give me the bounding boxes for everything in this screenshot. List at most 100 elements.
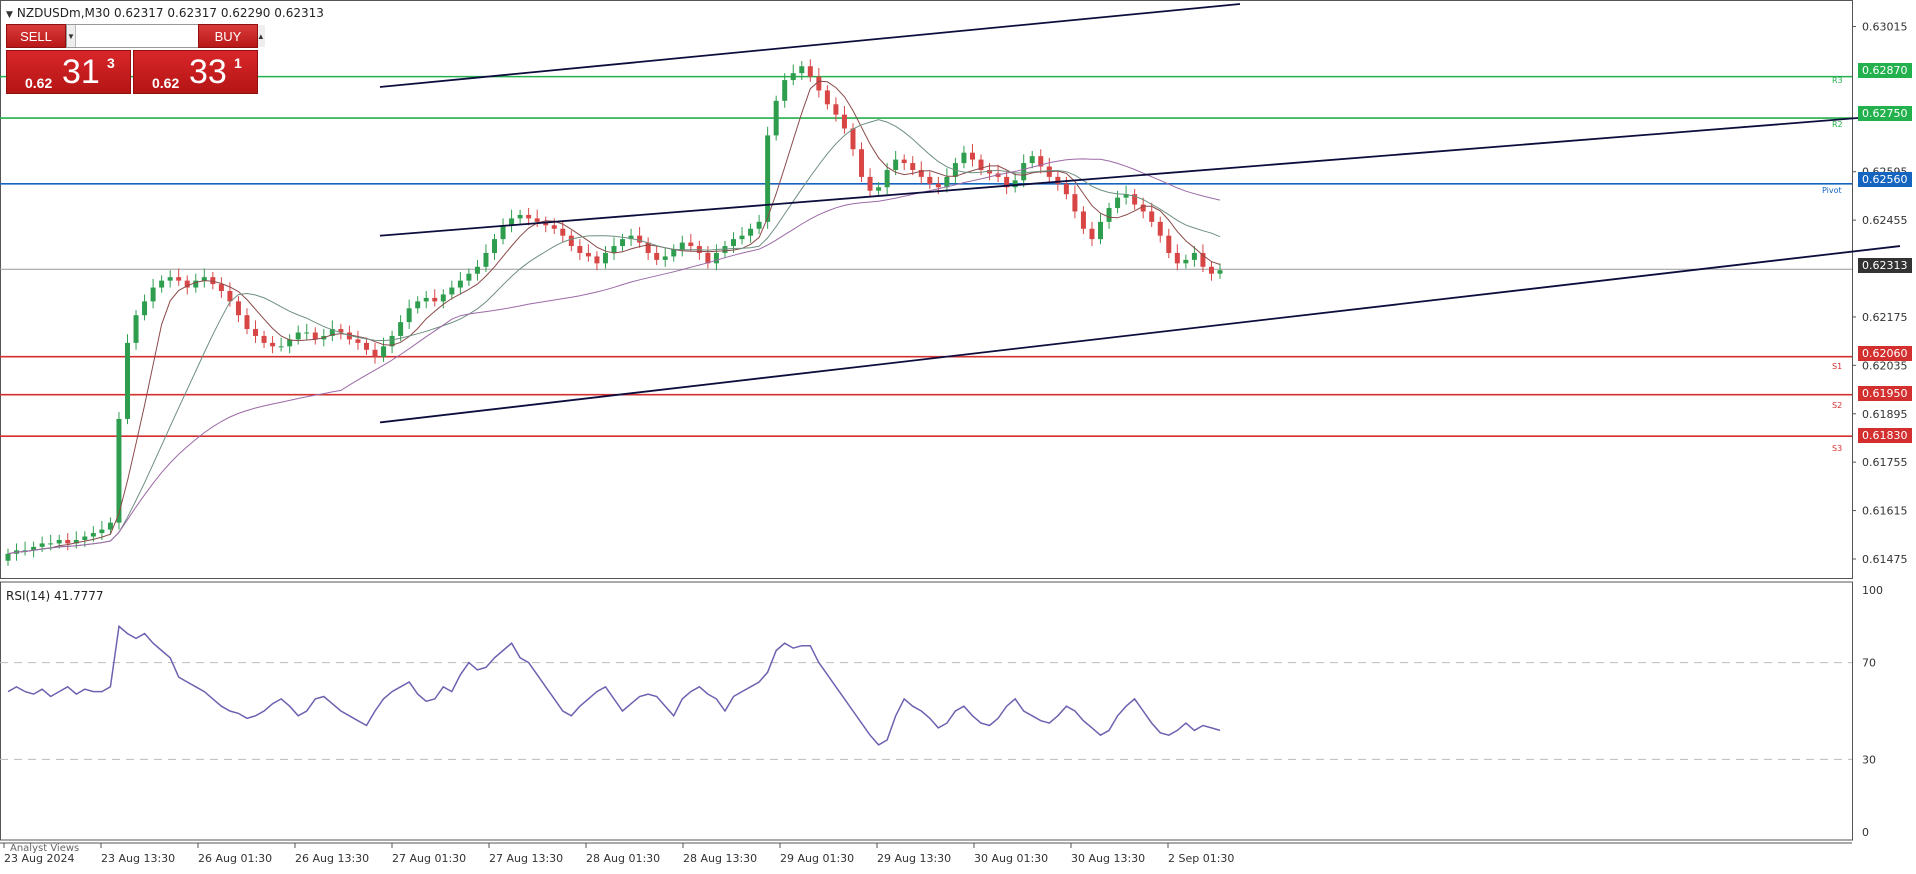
candle-body (739, 235, 745, 240)
candle-body (790, 73, 796, 81)
candle-body (602, 252, 608, 264)
time-tick-label: 29 Aug 13:30 (877, 852, 951, 865)
candle-body (150, 287, 156, 302)
candle-body (628, 235, 634, 240)
candle-body (893, 159, 899, 170)
candle-body (381, 346, 387, 357)
candle-body (756, 221, 762, 229)
candle-body (816, 76, 822, 91)
candle-body (799, 66, 805, 74)
sell-price-sup: 3 (107, 55, 115, 71)
candle-body (1115, 197, 1121, 209)
time-tick-label: 23 Aug 2024 (4, 852, 74, 865)
candle-body (1098, 221, 1104, 240)
time-tick-label: 28 Aug 01:30 (586, 852, 660, 865)
candle-body (133, 315, 139, 343)
candle-body (287, 339, 293, 347)
candle-body (1123, 194, 1129, 198)
candle-body (884, 169, 890, 188)
candle-body (48, 543, 54, 545)
candle-body (901, 159, 907, 164)
sell-price-box[interactable]: 0.62 31 3 (6, 50, 131, 94)
time-tick-label: 26 Aug 01:30 (198, 852, 272, 865)
candle-body (500, 225, 506, 240)
s3-price-tag: 0.61830 (1858, 428, 1912, 443)
candle-body (935, 183, 941, 188)
candle-body (270, 342, 276, 347)
candle-body (568, 235, 574, 247)
dropdown-triangle-icon[interactable]: ▼ (6, 10, 13, 20)
price-tick-label: 0.61615 (1862, 505, 1908, 518)
candle-body (116, 418, 122, 523)
candle-body (1106, 208, 1112, 222)
candle-body (969, 152, 975, 160)
candle-body (961, 152, 967, 164)
sell-button[interactable]: SELL (6, 24, 66, 48)
candle-body (492, 239, 498, 253)
candle-body (551, 225, 557, 229)
candle-body (765, 135, 771, 222)
pivot-level-label: Pivot (1822, 186, 1842, 195)
upper-channel-trendline (379, 3, 1241, 88)
candle-body (363, 342, 369, 350)
candle-body (176, 277, 182, 281)
volume-stepper[interactable]: ▼ ▲ (66, 24, 265, 48)
candle-body (398, 322, 404, 336)
volume-decrease-icon[interactable]: ▼ (67, 25, 76, 47)
candle-body (927, 176, 933, 184)
candle-body (773, 100, 779, 136)
candle-body (509, 218, 515, 226)
time-tick-label: 30 Aug 13:30 (1071, 852, 1145, 865)
rsi-axis-label: 100 (1862, 584, 1883, 597)
candle-body (543, 221, 549, 226)
candle-body (210, 277, 216, 285)
candle-body (483, 252, 489, 267)
candle-body (987, 169, 993, 174)
candle-body (560, 228, 566, 236)
buy-price-big: 33 (189, 53, 227, 91)
candle-body (22, 550, 28, 552)
moving-average-line (7, 158, 1221, 555)
candle-body (1132, 194, 1138, 205)
time-tick-label: 23 Aug 13:30 (101, 852, 175, 865)
candle-body (594, 256, 600, 264)
middle-channel-trendline (379, 113, 1901, 237)
candle-body (107, 522, 113, 530)
sell-price-big: 31 (62, 53, 100, 91)
candle-body (705, 252, 711, 264)
analyst-views-label[interactable]: Analyst Views (10, 843, 80, 854)
time-tick-label: 27 Aug 13:30 (489, 852, 563, 865)
candle-body (841, 114, 847, 129)
candle-body (585, 252, 591, 257)
s2-level-label: S2 (1832, 401, 1843, 410)
candle-body (1191, 252, 1197, 260)
s3-level-label: S3 (1832, 444, 1843, 453)
price-tick-label: 0.63015 (1862, 20, 1908, 33)
symbol-header: ▼ NZDUSDm,M30 0.62317 0.62317 0.62290 0.6… (6, 6, 324, 20)
candle-body (1012, 180, 1018, 188)
pivot-price-tag: 0.62560 (1858, 172, 1912, 187)
time-tick-label: 2 Sep 01:30 (1168, 852, 1234, 865)
candle-body (235, 301, 241, 316)
candle-body (73, 539, 79, 544)
candle-body (1174, 252, 1180, 264)
candle-body (918, 169, 924, 177)
time-tick-label: 30 Aug 01:30 (974, 852, 1048, 865)
candle-body (355, 339, 361, 343)
candle-body (82, 536, 88, 540)
moving-average-line (7, 119, 1221, 555)
s1-price-tag: 0.62060 (1858, 346, 1912, 361)
buy-button[interactable]: BUY (198, 24, 258, 48)
one-click-trading-panel: SELL ▼ ▲ BUY 0.62 31 3 0.62 33 1 (6, 24, 265, 96)
candle-body (440, 294, 446, 302)
candle-body (56, 539, 62, 544)
buy-price-box[interactable]: 0.62 33 1 (133, 50, 258, 94)
candle-body (517, 214, 523, 219)
candle-body (184, 280, 190, 288)
candle-body (90, 533, 96, 537)
candle-body (671, 249, 677, 257)
candle-body (713, 252, 719, 264)
candle-body (65, 539, 71, 544)
